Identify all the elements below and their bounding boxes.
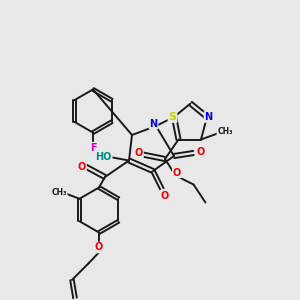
- Text: O: O: [135, 148, 143, 158]
- Text: F: F: [90, 142, 96, 153]
- Text: O: O: [78, 161, 86, 172]
- Text: S: S: [169, 112, 176, 122]
- Text: O: O: [173, 167, 181, 178]
- Text: CH₃: CH₃: [51, 188, 67, 197]
- Text: CH₃: CH₃: [217, 128, 233, 136]
- Text: HO: HO: [95, 152, 112, 163]
- Text: O: O: [95, 242, 103, 253]
- Text: N: N: [204, 112, 213, 122]
- Text: O: O: [197, 147, 205, 158]
- Text: O: O: [160, 190, 169, 201]
- Text: N: N: [149, 118, 158, 129]
